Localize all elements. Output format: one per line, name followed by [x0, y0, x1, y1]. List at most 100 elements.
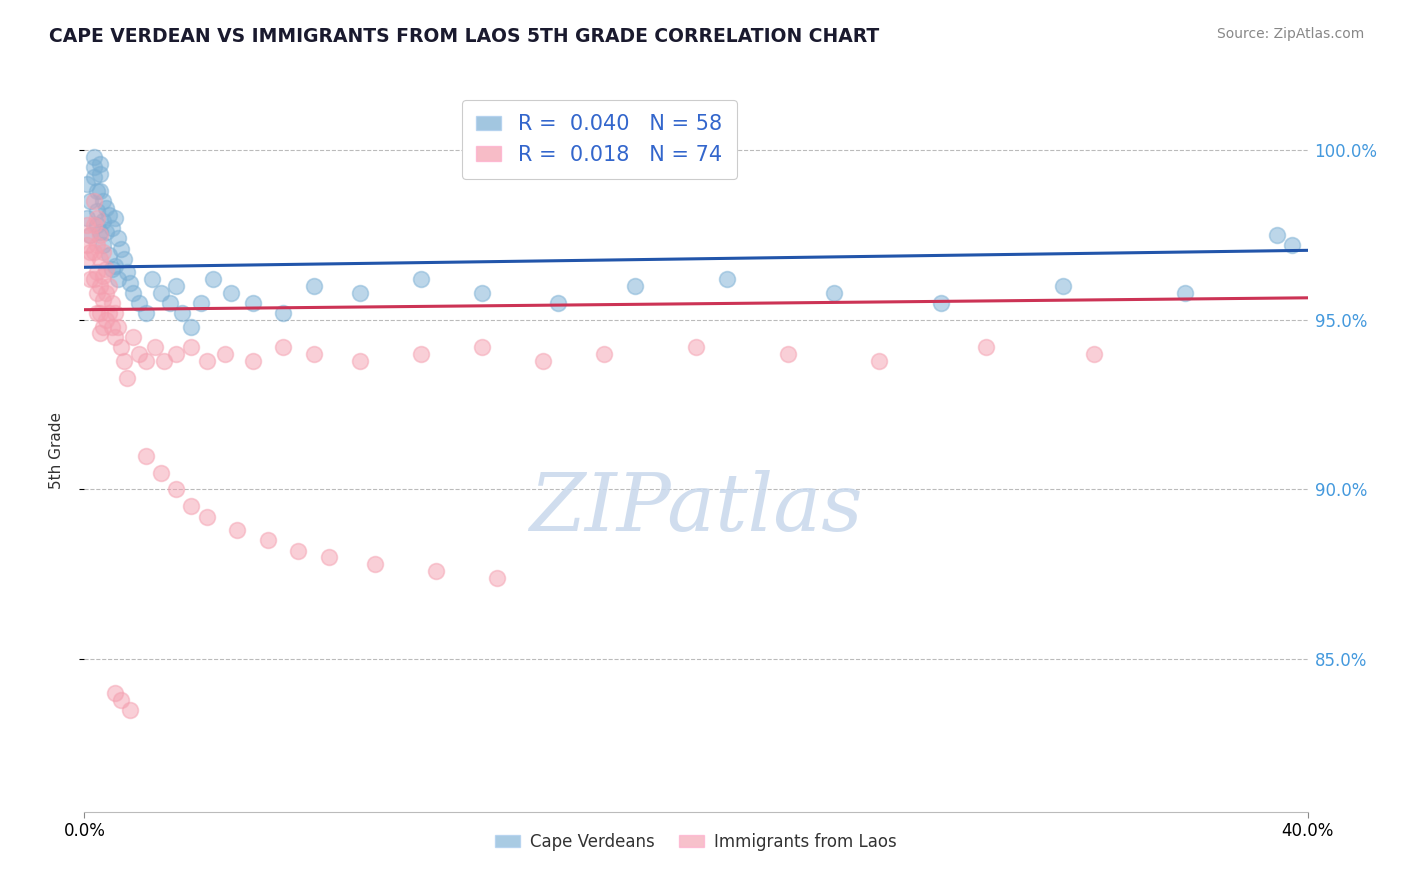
Point [716, 272, 738, 286]
Point [89, 252, 111, 266]
Point [409, 347, 432, 361]
Point [94, 201, 117, 215]
Point [107, 319, 129, 334]
Point [83, 272, 105, 286]
Point [929, 296, 952, 310]
Point [76, 211, 98, 226]
Legend: Cape Verdeans, Immigrants from Laos: Cape Verdeans, Immigrants from Laos [488, 826, 904, 857]
Text: ZIPatlas: ZIPatlas [529, 469, 863, 547]
Point [869, 353, 891, 368]
Point [86, 204, 108, 219]
Point [195, 509, 218, 524]
Point [115, 370, 138, 384]
Point [271, 306, 294, 320]
Point [349, 285, 371, 300]
Point [214, 347, 236, 361]
Point [79, 245, 101, 260]
Point [287, 543, 309, 558]
Point [143, 340, 166, 354]
Point [149, 285, 172, 300]
Point [89, 228, 111, 243]
Point [94, 225, 117, 239]
Point [104, 259, 127, 273]
Point [91, 214, 114, 228]
Point [242, 296, 264, 310]
Point [172, 306, 194, 320]
Point [97, 208, 120, 222]
Point [141, 272, 163, 286]
Text: CAPE VERDEAN VS IMMIGRANTS FROM LAOS 5TH GRADE CORRELATION CHART: CAPE VERDEAN VS IMMIGRANTS FROM LAOS 5TH… [49, 27, 880, 45]
Point [76, 177, 98, 191]
Point [180, 340, 202, 354]
Point [89, 279, 111, 293]
Point [201, 272, 224, 286]
Point [149, 466, 172, 480]
Point [107, 231, 129, 245]
Point [112, 252, 135, 266]
Point [122, 330, 145, 344]
Point [91, 238, 114, 252]
Point [271, 340, 294, 354]
Point [79, 228, 101, 243]
Point [165, 347, 187, 361]
Point [86, 211, 108, 226]
Point [153, 353, 176, 368]
Point [94, 262, 117, 277]
Point [107, 272, 129, 286]
Point [110, 340, 132, 354]
Point [425, 564, 447, 578]
Point [1265, 228, 1288, 243]
Point [318, 550, 340, 565]
Point [471, 285, 494, 300]
Point [120, 276, 142, 290]
Point [76, 252, 98, 266]
Point [180, 319, 202, 334]
Point [91, 293, 114, 307]
Point [624, 279, 647, 293]
Point [302, 279, 325, 293]
Y-axis label: 5th Grade: 5th Grade [49, 412, 63, 489]
Point [86, 218, 108, 232]
Point [89, 306, 111, 320]
Point [97, 248, 120, 262]
Point [83, 170, 105, 185]
Point [112, 353, 135, 368]
Text: Source: ZipAtlas.com: Source: ZipAtlas.com [1216, 27, 1364, 41]
Point [115, 265, 138, 279]
Point [104, 686, 127, 700]
Point [1174, 285, 1197, 300]
Point [76, 238, 98, 252]
Point [486, 571, 509, 585]
Point [135, 449, 157, 463]
Point [79, 272, 101, 286]
Point [86, 184, 108, 198]
Point [79, 228, 101, 243]
Point [89, 184, 111, 198]
Point [97, 279, 120, 293]
Point [104, 211, 127, 226]
Point [135, 353, 157, 368]
Point [219, 285, 242, 300]
Point [1281, 238, 1303, 252]
Point [83, 245, 105, 260]
Point [120, 703, 142, 717]
Point [83, 194, 105, 208]
Point [257, 533, 280, 548]
Point [104, 330, 127, 344]
Point [89, 225, 111, 239]
Point [302, 347, 325, 361]
Point [226, 523, 249, 537]
Point [101, 319, 124, 334]
Point [86, 238, 108, 252]
Point [159, 296, 181, 310]
Point [547, 296, 569, 310]
Point [364, 557, 387, 571]
Point [122, 285, 145, 300]
Point [110, 242, 132, 256]
Point [685, 340, 707, 354]
Point [190, 296, 212, 310]
Point [94, 313, 117, 327]
Point [165, 279, 187, 293]
Point [86, 306, 108, 320]
Point [86, 265, 108, 279]
